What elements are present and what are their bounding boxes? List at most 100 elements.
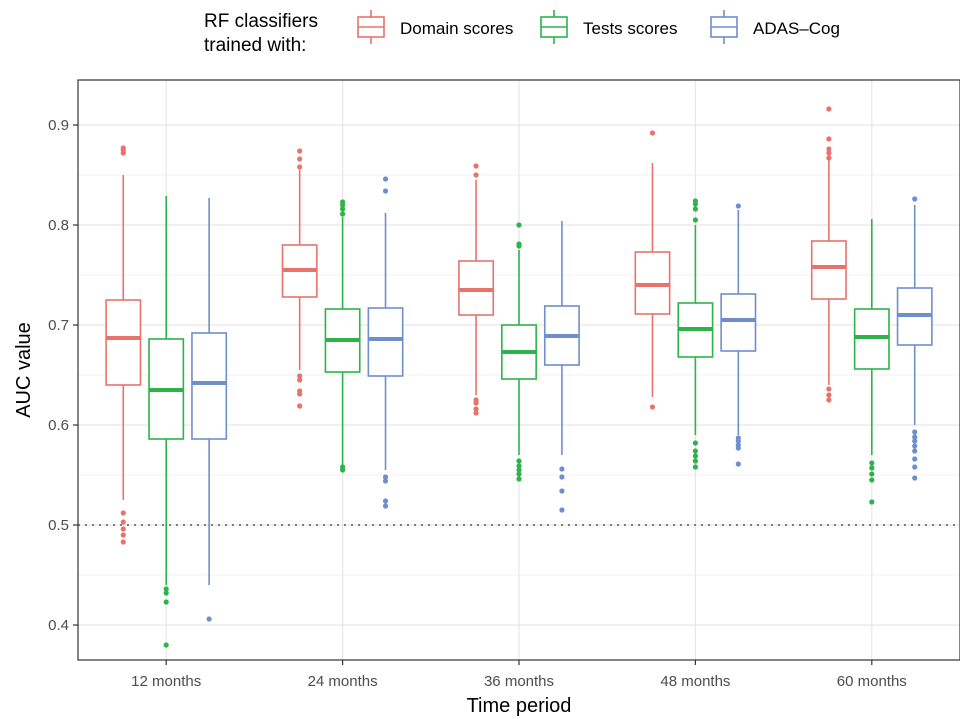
outlier-point — [692, 217, 699, 223]
outlier-point — [826, 146, 832, 152]
outlier-point — [826, 136, 832, 142]
outlier-point — [473, 163, 479, 169]
y-tick-label: 0.4 — [48, 617, 69, 634]
iqr-box — [105, 299, 142, 386]
outlier-point — [869, 465, 875, 471]
outlier-point — [340, 206, 346, 212]
y-tick-label: 0.6 — [48, 417, 69, 434]
outlier-point — [559, 488, 565, 494]
outlier-point — [297, 403, 303, 409]
outlier-point — [869, 460, 875, 466]
outlier-point — [869, 471, 875, 477]
outlier-point — [649, 130, 656, 136]
outlier-point — [382, 176, 389, 182]
outlier-point — [869, 499, 875, 505]
outlier-point — [735, 435, 741, 441]
outlier-point — [340, 199, 346, 205]
y-tick-label: 0.5 — [48, 517, 69, 534]
outlier-point — [297, 377, 303, 383]
outlier-point — [297, 148, 303, 154]
outlier-point — [473, 172, 479, 178]
boxes — [105, 106, 933, 648]
outlier-point — [826, 397, 832, 403]
box-36-months-tests-scores — [501, 222, 537, 482]
outlier-point — [297, 373, 303, 379]
x-axis-title: Time period — [467, 695, 572, 717]
outlier-point — [692, 206, 699, 212]
outlier-point — [912, 196, 918, 202]
box-24-months-domain-scores — [281, 148, 318, 409]
outlier-point — [516, 471, 522, 477]
outlier-point — [649, 404, 656, 410]
outlier-point — [869, 477, 875, 483]
outlier-point — [912, 475, 918, 481]
legend-item-adas-cog: ADAS–Cog — [710, 10, 840, 44]
outlier-point — [559, 466, 565, 472]
y-axis: 0.4 0.5 0.6 0.7 0.8 0.9 — [48, 117, 78, 634]
outlier-point — [735, 461, 741, 467]
outlier-point — [826, 155, 832, 161]
outlier-point — [473, 410, 479, 416]
outlier-point — [826, 386, 832, 392]
outlier-point — [692, 464, 699, 470]
box-60-months-domain-scores — [810, 106, 847, 403]
outlier-point — [692, 440, 699, 446]
box-36-months-domain-scores — [458, 163, 495, 416]
outlier-point — [826, 392, 832, 398]
legend-item-domain-scores: Domain scores — [357, 10, 513, 44]
outlier-point — [735, 203, 741, 209]
outlier-point — [516, 463, 522, 469]
outlier-point — [735, 442, 741, 448]
box-24-months-adas-cog — [367, 176, 404, 509]
box-48-months-adas-cog — [720, 203, 757, 467]
outlier-point — [206, 616, 212, 622]
iqr-box — [720, 293, 757, 352]
x-axis: 12 months 24 months 36 months 48 months 60 m… — [131, 660, 907, 690]
outlier-point — [382, 478, 389, 484]
outlier-point — [382, 503, 389, 509]
outlier-point — [120, 532, 126, 538]
outlier-point — [912, 443, 918, 449]
outlier-point — [516, 467, 522, 473]
outlier-point — [120, 526, 126, 532]
outlier-point — [912, 464, 918, 470]
outlier-point — [912, 438, 918, 444]
outlier-point — [692, 448, 699, 454]
outlier-point — [382, 474, 389, 480]
legend-label: Tests scores — [583, 19, 677, 38]
legend: RF classifiers trained with: Domain scor… — [204, 10, 840, 56]
iqr-box — [367, 307, 404, 377]
box-60-months-tests-scores — [853, 219, 890, 505]
box-12-months-domain-scores — [105, 145, 142, 545]
outlier-point — [692, 198, 699, 204]
legend-title-line2: trained with: — [204, 35, 306, 56]
outlier-point — [473, 406, 479, 412]
box-48-months-tests-scores — [677, 198, 714, 470]
outlier-point — [692, 453, 699, 459]
outlier-point — [559, 507, 565, 513]
outlier-point — [692, 458, 699, 464]
iqr-box — [810, 240, 847, 300]
x-tick-label: 60 months — [837, 673, 907, 690]
outlier-point — [382, 498, 389, 504]
outlier-point — [120, 145, 126, 151]
outlier-point — [516, 222, 522, 228]
outlier-point — [163, 642, 169, 648]
x-tick-label: 48 months — [660, 673, 730, 690]
outlier-point — [382, 188, 389, 194]
outlier-point — [826, 150, 832, 156]
outlier-point — [120, 539, 126, 545]
outlier-point — [912, 448, 918, 454]
outlier-point — [516, 241, 522, 247]
box-12-months-tests-scores — [148, 196, 185, 648]
outlier-point — [120, 519, 126, 525]
legend-item-tests-scores: Tests scores — [540, 10, 677, 44]
iqr-box — [191, 332, 228, 440]
y-tick-label: 0.8 — [48, 217, 69, 234]
y-tick-label: 0.9 — [48, 117, 69, 134]
y-tick-label: 0.7 — [48, 317, 69, 334]
outlier-point — [473, 397, 479, 403]
outlier-point — [516, 458, 522, 464]
outlier-point — [516, 476, 522, 482]
